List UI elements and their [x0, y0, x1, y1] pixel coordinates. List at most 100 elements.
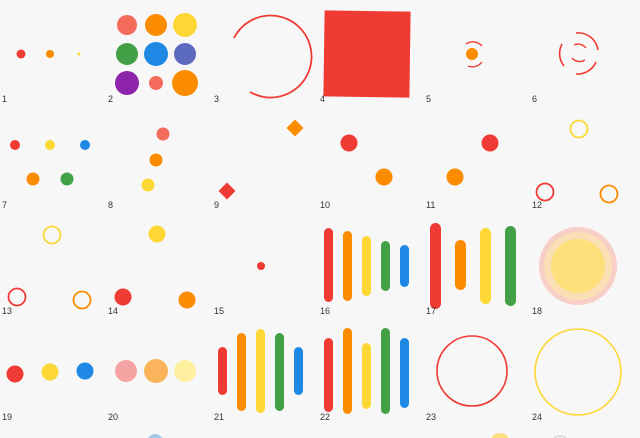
- bar: [505, 226, 516, 306]
- dot: [156, 127, 170, 141]
- cell-number: 24: [532, 412, 543, 422]
- ring: [7, 287, 27, 307]
- loader-16-graphic: [324, 228, 409, 302]
- loader-cell-12[interactable]: 12: [530, 106, 636, 212]
- loader-10-graphic: [340, 134, 393, 186]
- dot: [115, 360, 137, 382]
- bar: [237, 333, 246, 411]
- cell-number: 20: [108, 412, 119, 422]
- diamond: [286, 119, 304, 137]
- cell-number: 18: [532, 306, 543, 316]
- bar: [362, 343, 371, 409]
- loader-cell-17[interactable]: 17: [424, 212, 530, 318]
- dot: [115, 71, 139, 95]
- loader-cell-18[interactable]: 18: [530, 212, 636, 318]
- cell-number: 13: [2, 306, 13, 316]
- loader-19-graphic: [6, 362, 94, 383]
- dot: [76, 362, 94, 380]
- loader-cell-11[interactable]: 11: [424, 106, 530, 212]
- cell-number: 10: [320, 200, 331, 210]
- cell-number: 12: [532, 200, 543, 210]
- arc: [575, 32, 599, 51]
- loader-cell-16[interactable]: 16: [318, 212, 424, 318]
- dot: [148, 434, 162, 438]
- loader-13-graphic: [7, 225, 92, 310]
- square: [323, 10, 411, 98]
- dot: [173, 13, 197, 37]
- loader-cell-2[interactable]: 2: [106, 0, 212, 106]
- loader-cell-22[interactable]: 22: [318, 318, 424, 424]
- arc: [571, 57, 586, 63]
- dot: [60, 172, 74, 186]
- dot: [375, 168, 393, 186]
- loader-cell-23[interactable]: 23: [424, 318, 530, 424]
- bar: [256, 329, 265, 413]
- loader-9-graphic: [218, 119, 304, 200]
- bar: [343, 328, 352, 414]
- diamond: [218, 182, 236, 200]
- dot: [116, 43, 138, 65]
- dot: [41, 363, 59, 381]
- loader-cell-8[interactable]: 8: [106, 106, 212, 212]
- cell-number: 16: [320, 306, 331, 316]
- loader-cell-7[interactable]: 7: [0, 106, 106, 212]
- bar: [218, 347, 227, 395]
- bar: [343, 231, 352, 301]
- bar: [480, 228, 491, 304]
- loader-cell-5[interactable]: 5: [424, 0, 530, 106]
- loader-7-graphic: [10, 140, 90, 186]
- loader-11-graphic: [446, 134, 499, 186]
- bar: [324, 228, 333, 302]
- loader-cell-10[interactable]: 10: [318, 106, 424, 212]
- dot: [144, 359, 168, 383]
- dot: [340, 134, 358, 152]
- loader-cell-9[interactable]: 9: [212, 106, 318, 212]
- ring: [535, 182, 555, 202]
- dot: [481, 134, 499, 152]
- bar: [324, 338, 333, 412]
- cell-number: 8: [108, 200, 114, 210]
- loader-2-graphic: [115, 13, 198, 96]
- loader-4-graphic: [323, 10, 411, 98]
- dot: [141, 178, 155, 192]
- ring: [72, 290, 92, 310]
- loader-cell-13[interactable]: 13: [0, 212, 106, 318]
- dot-orange: [46, 50, 54, 58]
- dot: [10, 140, 20, 150]
- loader-cell-4[interactable]: 4: [318, 0, 424, 106]
- ring: [534, 328, 622, 416]
- arc: [558, 43, 565, 67]
- loader-cell-24[interactable]: 24: [530, 318, 636, 424]
- loader-17-graphic: [430, 223, 516, 309]
- loader-5-graphic: [465, 41, 483, 68]
- arc: [467, 61, 483, 68]
- cell-number: 4: [320, 94, 326, 104]
- loader-cell-21[interactable]: 21: [212, 318, 318, 424]
- next-row-hint: [0, 430, 640, 438]
- dot: [148, 225, 166, 243]
- dot: [491, 433, 509, 438]
- loader-cell-6[interactable]: 6: [530, 0, 636, 106]
- loader-21-graphic: [218, 329, 303, 413]
- loader-cell-20[interactable]: 20: [106, 318, 212, 424]
- loader-23-graphic: [436, 335, 508, 407]
- loader-cell-19[interactable]: 19: [0, 318, 106, 424]
- loader-14-graphic: [114, 225, 196, 309]
- cell-number: 3: [214, 94, 220, 104]
- cell-number: 9: [214, 200, 220, 210]
- dot: [144, 42, 168, 66]
- loader-cell-15[interactable]: 15: [212, 212, 318, 318]
- bar: [400, 245, 409, 287]
- cell-number: 21: [214, 412, 225, 422]
- bar: [455, 240, 466, 290]
- loader-cell-14[interactable]: 14: [106, 212, 212, 318]
- bar: [381, 241, 390, 291]
- cell-number: 14: [108, 306, 119, 316]
- loader-24-graphic: [534, 328, 622, 416]
- loader-cell-3[interactable]: 3: [212, 0, 318, 106]
- bar: [362, 236, 371, 296]
- cell-number: 15: [214, 306, 225, 316]
- cell-number: 2: [108, 94, 114, 104]
- loader-cell-1[interactable]: 1: [0, 0, 106, 106]
